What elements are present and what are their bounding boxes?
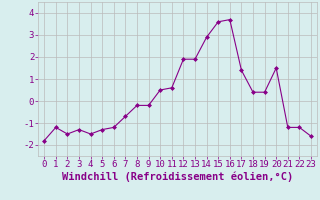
X-axis label: Windchill (Refroidissement éolien,°C): Windchill (Refroidissement éolien,°C) bbox=[62, 172, 293, 182]
